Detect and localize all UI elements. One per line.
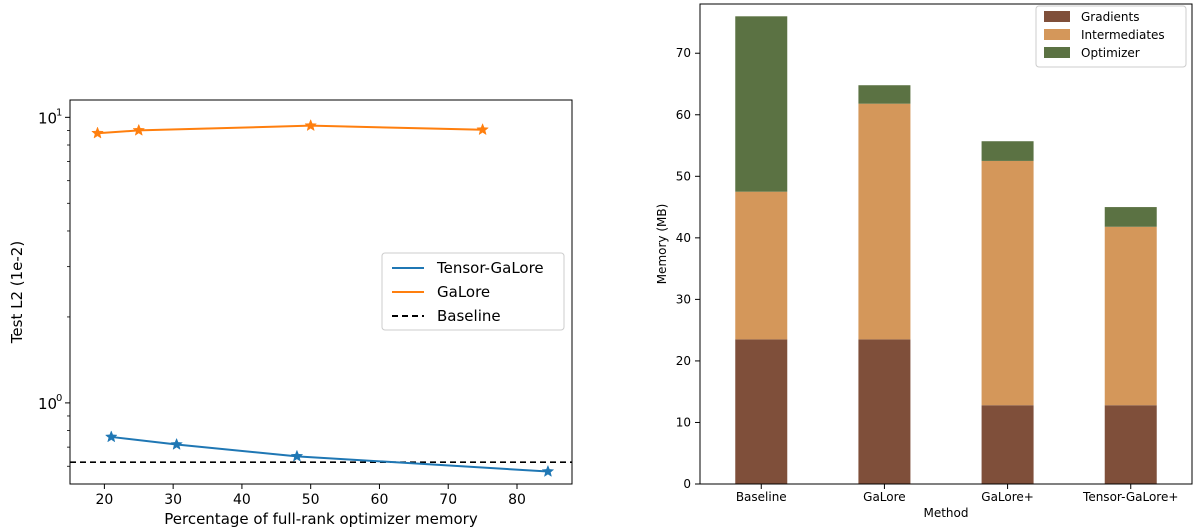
plot-frame (69, 99, 573, 485)
x-tick-label: 40 (233, 492, 251, 508)
y-tick-label: 10 (38, 395, 57, 413)
y-tick-exponent: 1 (56, 107, 62, 118)
x-tick-label: GaLore+ (981, 490, 1034, 504)
plot-frame (699, 3, 1193, 485)
bar-gradients-galore (858, 339, 911, 484)
series-marker-galore (304, 118, 318, 132)
legend-label: GaLore (437, 283, 490, 301)
series-marker-galore (91, 126, 104, 139)
legend-label: Gradients (1081, 10, 1139, 24)
y-tick-label: 60 (676, 108, 691, 122)
series-marker-galore (476, 123, 489, 136)
y-tick-label: 70 (676, 46, 691, 60)
bar-optimizer-galore+ (981, 141, 1034, 161)
series-marker-tensor-galore (541, 464, 555, 477)
legend-label: Baseline (437, 307, 501, 325)
bar-optimizer-galore (858, 85, 911, 104)
series-line-galore (97, 124, 483, 135)
stacked-bar-chart-memory: 0 10 20 30 40 50 60 70 Baseline GaLore GaLore+ Tens… (655, 3, 1193, 520)
legend-label: Optimizer (1081, 46, 1140, 60)
x-tick-label: 30 (164, 492, 182, 508)
x-tick-label: 80 (508, 492, 526, 508)
series-marker-tensor-galore (170, 437, 183, 450)
x-tick-label: 50 (302, 492, 320, 508)
bar-intermediates-baseline (735, 191, 788, 340)
x-tick-label: 70 (439, 492, 457, 508)
series-marker-tensor-galore (104, 430, 118, 443)
series-marker-tensor-galore (290, 449, 304, 462)
x-tick-label: GaLore (863, 490, 906, 504)
legend-swatch (1044, 11, 1070, 22)
y-tick-exponent: 0 (56, 393, 62, 404)
legend-label: Intermediates (1081, 28, 1165, 42)
y-tick-label: 50 (676, 169, 691, 183)
y-tick-label: 40 (676, 231, 691, 245)
bar-gradients-galore+ (981, 405, 1034, 484)
y-tick-label: 10 (676, 415, 691, 429)
y-axis-label: Memory (MB) (655, 204, 669, 285)
legend: Tensor-GaLore GaLore Baseline (381, 252, 565, 331)
bar-optimizer-baseline (735, 16, 788, 192)
x-tick-label: Tensor-GaLore+ (1082, 490, 1178, 504)
legend-label: Tensor-GaLore (436, 259, 544, 277)
x-tick-label: Baseline (736, 490, 787, 504)
legend: Gradients Intermediates Optimizer (1035, 5, 1187, 68)
bar-intermediates-galore (858, 103, 911, 340)
bar-gradients-tensor-galore+ (1104, 405, 1157, 484)
x-axis-label: Method (923, 506, 968, 520)
y-tick-label: 30 (676, 292, 691, 306)
y-tick-label: 0 (683, 477, 691, 491)
series-line-tensor-galore (111, 435, 548, 473)
legend-swatch (1044, 47, 1070, 58)
series-marker-galore (132, 123, 146, 136)
legend-swatch (1044, 29, 1070, 40)
bar-gradients-baseline (735, 339, 788, 484)
y-axis-label: Test L2 (1e-2) (8, 241, 26, 344)
bar-intermediates-tensor-galore+ (1104, 226, 1157, 406)
bar-intermediates-galore+ (981, 160, 1034, 406)
x-tick-label: 20 (95, 492, 113, 508)
x-tick-label: 60 (371, 492, 389, 508)
legend-box (1035, 5, 1187, 68)
legend-box (381, 252, 565, 331)
x-axis-label: Percentage of full-rank optimizer memory (164, 510, 478, 527)
bar-optimizer-tensor-galore+ (1104, 207, 1157, 227)
y-tick-label: 20 (676, 354, 691, 368)
y-tick-label: 10 (38, 109, 57, 127)
